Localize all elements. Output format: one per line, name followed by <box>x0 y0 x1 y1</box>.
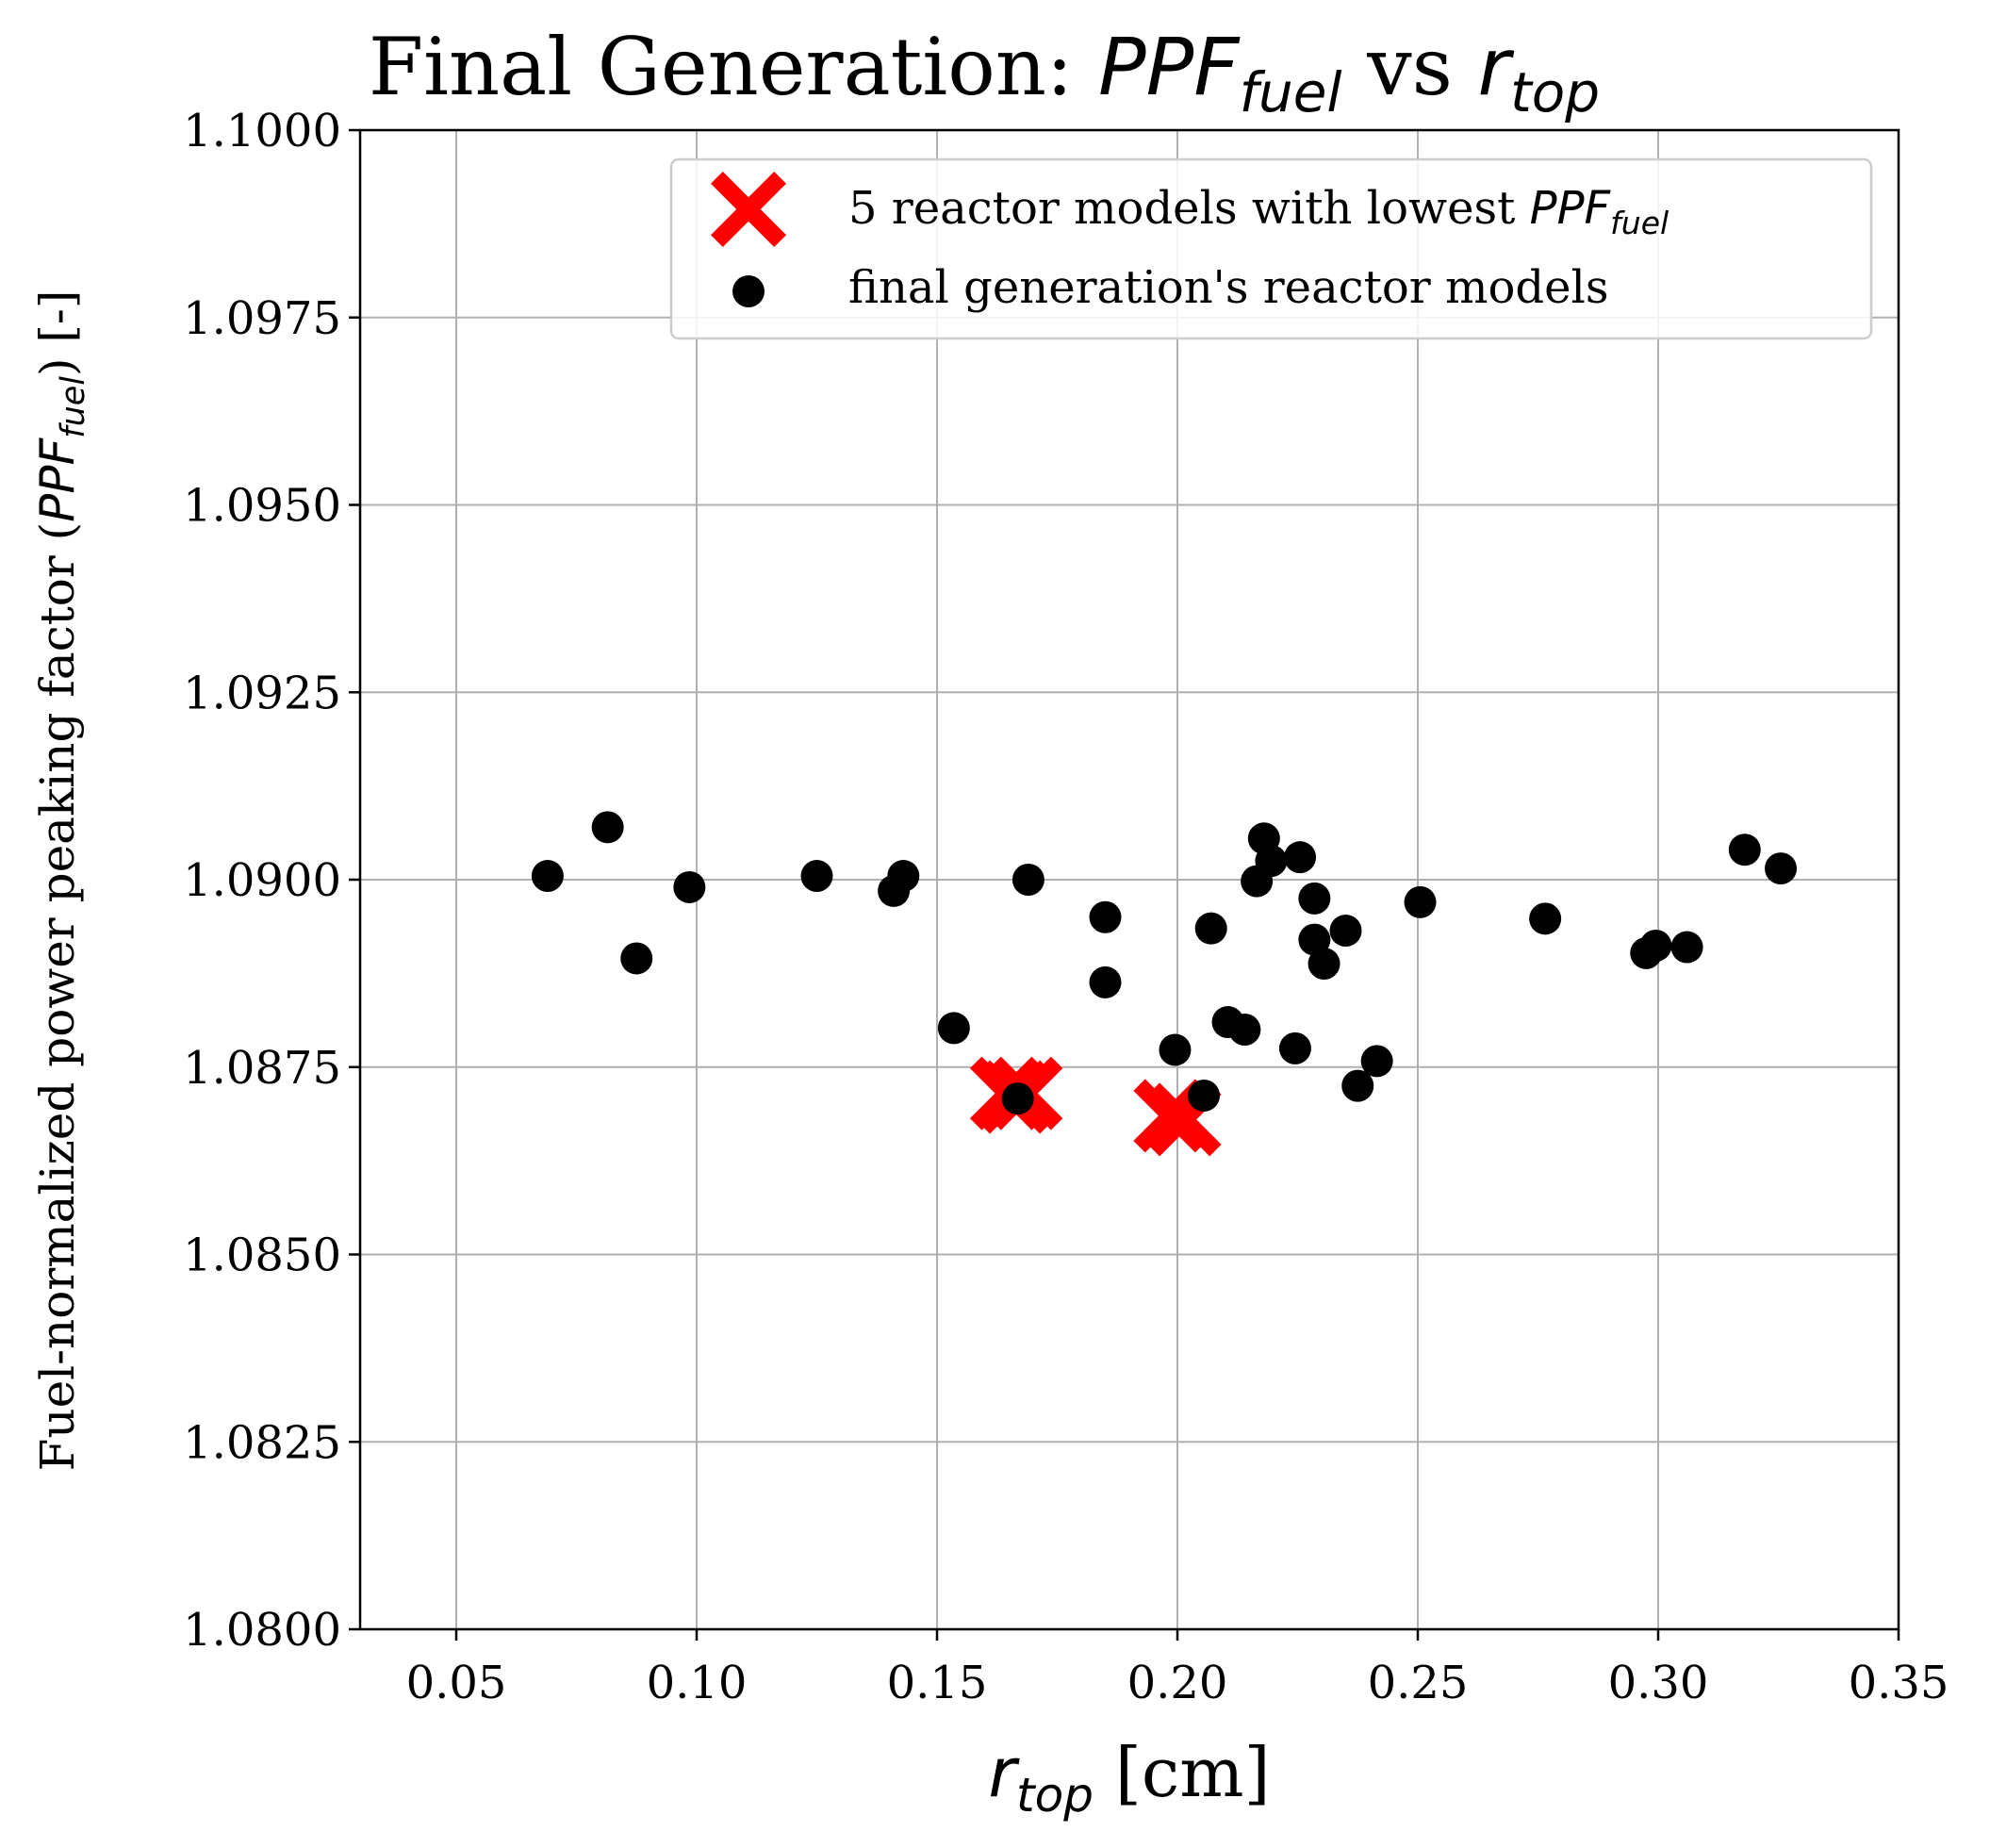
x-tick-label: 0.20 <box>1127 1657 1228 1709</box>
x-tick-label: 0.10 <box>647 1657 748 1709</box>
legend-label-lowest: 5 reactor models with lowest PPFfuel <box>848 182 1669 241</box>
legend-red-x-shape <box>711 172 786 247</box>
y-tick-label: 1.0825 <box>183 1416 341 1469</box>
black-dot-marker <box>1298 923 1331 956</box>
x-tick-label: 0.25 <box>1368 1657 1469 1709</box>
black-dot-marker <box>1728 833 1761 866</box>
y-tick-label: 1.0900 <box>183 854 341 907</box>
black-dot-marker <box>620 942 653 975</box>
y-tick-label: 1.0950 <box>183 480 341 533</box>
black-dot-marker <box>1639 929 1672 962</box>
black-dot-marker <box>887 860 920 893</box>
black-dot-marker <box>1089 965 1122 998</box>
y-tick-label: 1.0975 <box>183 292 341 345</box>
black-dot-marker <box>1765 852 1798 885</box>
black-dot-marker <box>1194 912 1227 945</box>
black-dot-marker <box>531 860 564 893</box>
x-tick-label: 0.15 <box>887 1657 988 1709</box>
y-tick-label: 1.1000 <box>183 105 341 157</box>
black-dot-marker <box>937 1012 970 1045</box>
plot-frame <box>358 128 1900 1631</box>
black-dot-marker <box>1341 1069 1374 1102</box>
x-tick-label: 0.35 <box>1849 1657 1949 1709</box>
black-dot-marker <box>591 811 624 844</box>
black-dot-marker <box>1360 1045 1393 1078</box>
y-axis-label: Fuel-normalized power peaking factor (PP… <box>30 290 92 1472</box>
black-dot-marker <box>1670 931 1703 964</box>
black-dot-marker <box>1011 864 1044 896</box>
black-dot-marker <box>1298 882 1331 915</box>
y-tick-labels: 1.0800 1.0825 1.0850 1.0875 1.0900 1.0925 1.09… <box>183 105 341 1657</box>
axis-ticks <box>349 128 1900 1641</box>
black-dot-marker <box>1307 948 1340 981</box>
black-dot-marker <box>673 870 706 903</box>
chart-title: Final Generation: PPFfuel vs rtop <box>369 21 1600 124</box>
legend-box <box>669 157 1873 340</box>
y-tick-label: 1.0875 <box>183 1042 341 1095</box>
legend-label-final: final generation's reactor models <box>848 261 1608 314</box>
black-dot-marker <box>1329 915 1362 948</box>
black-dot-marker <box>1001 1082 1034 1115</box>
y-tick-label: 1.0800 <box>183 1604 341 1657</box>
y-tick-label: 1.0850 <box>183 1229 341 1282</box>
y-tick-label: 1.0925 <box>183 667 341 719</box>
black-dot-marker <box>1188 1079 1221 1112</box>
black-dot-marker <box>1529 902 1562 935</box>
x-axis-label: rtop [cm] <box>988 1733 1270 1823</box>
black-dot-marker <box>1278 1031 1311 1064</box>
black-dot-marker <box>1404 885 1437 918</box>
x-tick-labels: 0.05 0.10 0.15 0.20 0.25 0.30 0.35 <box>406 1657 1949 1709</box>
x-tick-label: 0.05 <box>406 1657 507 1709</box>
legend: 5 reactor models with lowest PPFfuel fin… <box>669 157 1873 340</box>
black-dot-marker <box>800 860 833 893</box>
black-dot-marker <box>1284 841 1317 874</box>
series-final-generation <box>531 811 1798 1115</box>
black-dot-marker <box>1159 1033 1192 1066</box>
legend-red-x-marker <box>711 172 786 247</box>
black-dot-marker <box>1255 845 1288 878</box>
black-dot-marker <box>1228 1014 1261 1046</box>
x-tick-label: 0.30 <box>1608 1657 1709 1709</box>
black-dot-marker <box>1089 900 1122 933</box>
legend-black-dot-marker <box>732 275 765 307</box>
